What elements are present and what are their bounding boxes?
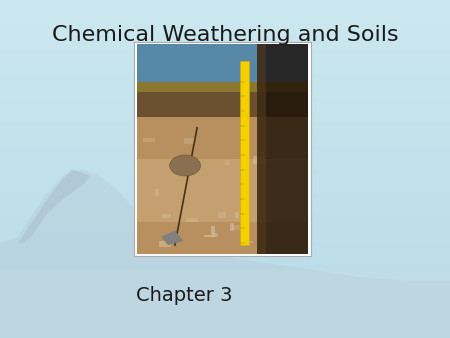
Polygon shape bbox=[18, 169, 90, 243]
Bar bbox=[212, 226, 216, 234]
Polygon shape bbox=[0, 270, 450, 338]
Bar bbox=[253, 156, 266, 164]
Bar bbox=[186, 218, 198, 222]
Text: Chemical Weathering and Soils: Chemical Weathering and Soils bbox=[52, 25, 398, 46]
Bar bbox=[137, 44, 308, 82]
Ellipse shape bbox=[170, 155, 201, 176]
Polygon shape bbox=[0, 169, 450, 338]
Bar bbox=[204, 235, 216, 237]
Bar bbox=[257, 44, 266, 254]
Bar bbox=[137, 92, 308, 117]
Bar bbox=[240, 61, 249, 245]
Bar bbox=[137, 159, 308, 222]
Bar bbox=[225, 160, 230, 165]
Bar bbox=[241, 179, 248, 182]
Bar bbox=[137, 82, 308, 92]
Bar bbox=[143, 138, 155, 142]
Bar bbox=[155, 189, 159, 196]
Bar bbox=[212, 233, 218, 237]
Bar bbox=[248, 241, 253, 243]
Text: Chapter 3: Chapter 3 bbox=[136, 286, 233, 305]
Bar bbox=[232, 225, 241, 231]
Bar bbox=[137, 117, 308, 159]
Bar bbox=[218, 212, 226, 218]
Bar bbox=[184, 138, 195, 144]
Bar bbox=[234, 212, 239, 218]
Bar bbox=[137, 222, 308, 254]
Bar bbox=[134, 42, 311, 256]
Bar bbox=[162, 214, 171, 218]
Bar bbox=[179, 162, 189, 169]
Bar bbox=[159, 241, 171, 247]
Bar bbox=[230, 223, 234, 231]
Bar bbox=[257, 44, 308, 254]
Polygon shape bbox=[161, 231, 184, 245]
